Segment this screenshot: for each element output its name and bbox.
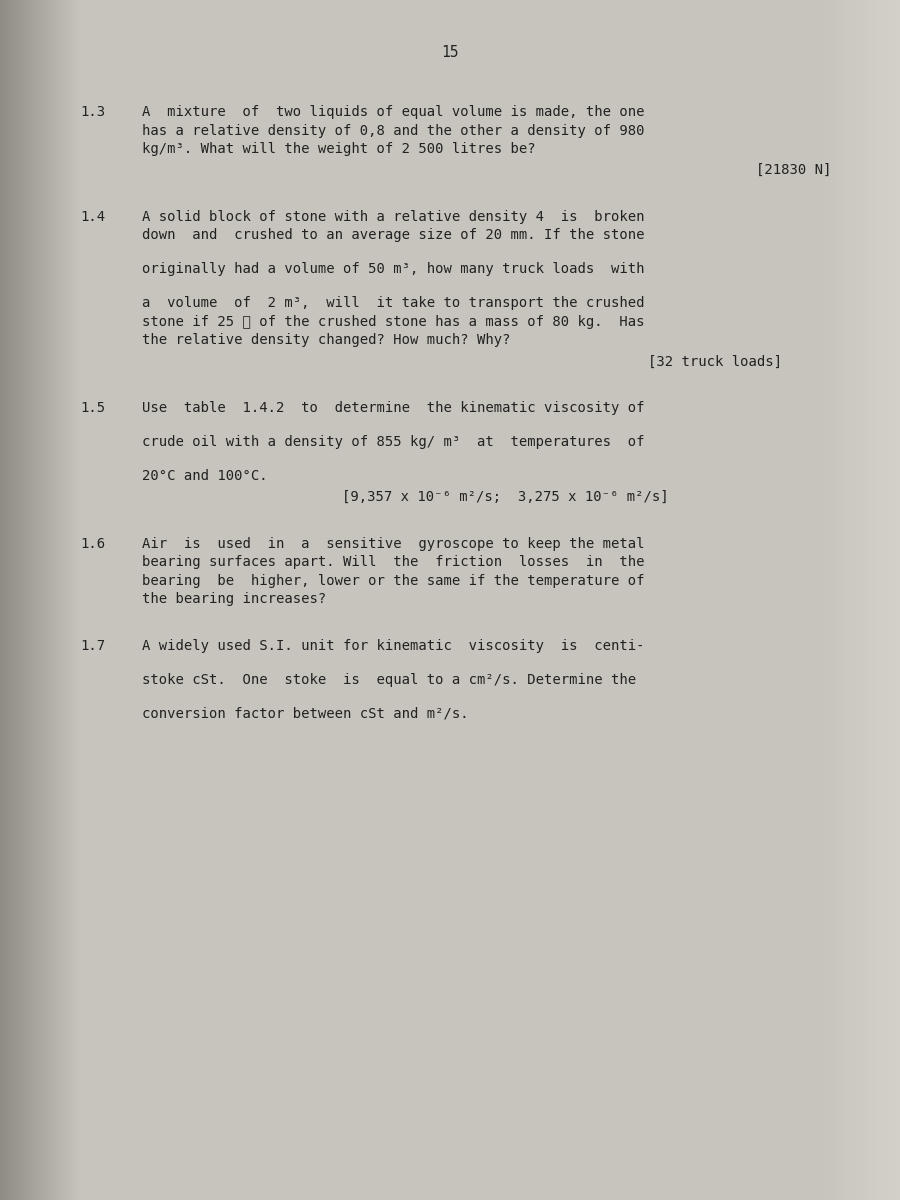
Text: A solid block of stone with a relative density 4  is  broken: A solid block of stone with a relative d…: [142, 210, 644, 223]
Text: crude oil with a density of 855 kg/ m³  at  temperatures  of: crude oil with a density of 855 kg/ m³ a…: [142, 436, 644, 449]
Text: [9,357 x 10⁻⁶ m²/s;  3,275 x 10⁻⁶ m²/s]: [9,357 x 10⁻⁶ m²/s; 3,275 x 10⁻⁶ m²/s]: [342, 491, 669, 504]
Text: has a relative density of 0,8 and the other a density of 980: has a relative density of 0,8 and the ot…: [142, 124, 644, 138]
Text: 15: 15: [441, 44, 459, 60]
Text: 1.4: 1.4: [80, 210, 105, 223]
Text: [21830 N]: [21830 N]: [756, 163, 832, 178]
Text: bearing surfaces apart. Will  the  friction  losses  in  the: bearing surfaces apart. Will the frictio…: [142, 556, 644, 569]
Text: Air  is  used  in  a  sensitive  gyroscope to keep the metal: Air is used in a sensitive gyroscope to …: [142, 536, 644, 551]
Text: 20°C and 100°C.: 20°C and 100°C.: [142, 469, 267, 484]
Text: 1.3: 1.3: [80, 104, 105, 119]
Text: kg/m³. What will the weight of 2 500 litres be?: kg/m³. What will the weight of 2 500 lit…: [142, 142, 536, 156]
Text: [32 truck loads]: [32 truck loads]: [648, 354, 782, 368]
Text: the bearing increases?: the bearing increases?: [142, 593, 326, 606]
Text: down  and  crushed to an average size of 20 mm. If the stone: down and crushed to an average size of 2…: [142, 228, 644, 242]
Text: A widely used S.I. unit for kinematic  viscosity  is  centi-: A widely used S.I. unit for kinematic vi…: [142, 638, 644, 653]
Text: A  mixture  of  two liquids of equal volume is made, the one: A mixture of two liquids of equal volume…: [142, 104, 644, 119]
Text: 1.5: 1.5: [80, 401, 105, 415]
Text: originally had a volume of 50 m³, how many truck loads  with: originally had a volume of 50 m³, how ma…: [142, 263, 644, 276]
Text: 1.6: 1.6: [80, 536, 105, 551]
Text: conversion factor between cSt and m²/s.: conversion factor between cSt and m²/s.: [142, 707, 469, 721]
Text: bearing  be  higher, lower or the same if the temperature of: bearing be higher, lower or the same if …: [142, 574, 644, 588]
Text: the relative density changed? How much? Why?: the relative density changed? How much? …: [142, 334, 510, 347]
Text: stoke cSt.  One  stoke  is  equal to a cm²/s. Determine the: stoke cSt. One stoke is equal to a cm²/s…: [142, 673, 636, 686]
Text: Use  table  1.4.2  to  determine  the kinematic viscosity of: Use table 1.4.2 to determine the kinemat…: [142, 401, 644, 415]
Text: a  volume  of  2 m³,  will  it take to transport the crushed: a volume of 2 m³, will it take to transp…: [142, 296, 644, 311]
Text: 1.7: 1.7: [80, 638, 105, 653]
Text: stone if 25 ℓ of the crushed stone has a mass of 80 kg.  Has: stone if 25 ℓ of the crushed stone has a…: [142, 314, 644, 329]
